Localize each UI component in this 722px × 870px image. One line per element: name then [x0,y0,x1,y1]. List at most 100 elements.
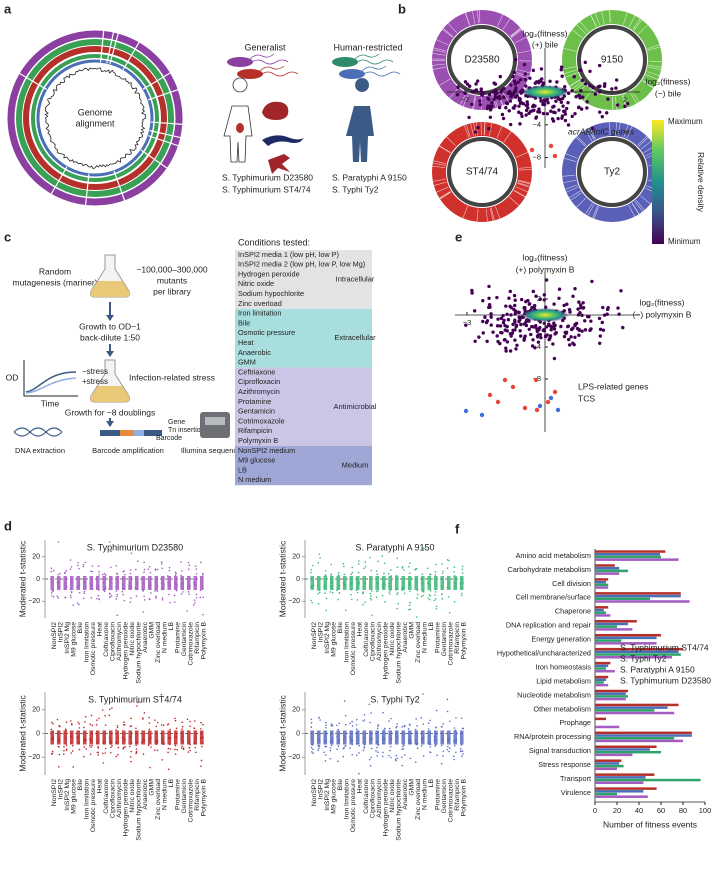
strip-dot [403,569,405,571]
ring-stripe [518,166,532,169]
strip-dot [330,581,333,583]
x-tick-label: Ceftriaxone [103,622,110,657]
density-point [626,101,630,106]
density-point [554,99,558,103]
ring-stripe [566,186,579,193]
strip-dot [461,594,463,597]
y-label: Moderated t-statistic [17,694,27,771]
strip-dot [446,698,449,701]
bar [595,706,668,709]
strip-dot [396,566,399,568]
strip-dot [407,728,410,730]
strip-dot [434,726,437,729]
strip-core [186,576,191,590]
density-point [508,99,512,103]
strip-dot [91,584,93,587]
density-point [513,82,518,86]
strip-dot [111,707,113,709]
strip-dot [202,572,204,575]
strip-dot [83,737,85,740]
bar [595,678,606,681]
strip-dot [324,574,327,576]
x-tick-label: Bile [337,779,344,791]
density-point [487,97,491,101]
strip-dot [356,743,358,745]
bar [595,564,615,567]
bar [595,550,666,553]
strip-dot [149,766,151,769]
strip-dot [181,721,183,724]
density-point [566,123,571,127]
density-point [573,286,577,291]
condition: InSPI2 media 1 (low pH, low P) [238,250,339,259]
density-point [563,330,567,335]
strip-dot [115,565,118,567]
strip-dot [103,590,106,593]
strip-dot [141,582,144,585]
strip-dot [330,724,333,727]
x-tick-label: 2 [623,95,627,104]
strip-dot [330,585,333,588]
y-tick-label: −20 [288,754,300,761]
strip-dot [323,751,325,754]
label: log₂(fitness) [640,297,685,307]
mouse [254,101,289,120]
plot-title: S. Typhimurium D23580 [87,542,183,552]
strip-dot [375,581,378,584]
strip-dot [115,755,118,758]
x-tick-label: InSPI2 [58,622,65,643]
density-point [513,90,517,94]
strip-dot [64,582,67,585]
strip-dot [50,581,52,584]
panel-label: a [4,1,12,16]
strip-core [427,730,432,745]
density-point [509,92,513,96]
strip-dot [129,601,132,603]
category-label: Iron homeostasis [535,662,591,671]
x-tick-label: 80 [679,806,687,815]
strip-dot [416,588,419,590]
strip-dot [459,747,462,750]
density-point [598,334,602,338]
strip-dot [121,736,124,739]
y-tick-label: 20 [292,554,300,561]
x-tick-label: Azithromycin [116,622,123,661]
strip-dot [421,589,423,591]
strip-dot [167,584,169,587]
strip-dot [317,583,319,585]
density-point [601,305,605,310]
density-point [504,106,508,110]
x-tick-label: GMM [149,622,156,639]
strip-dot [362,591,364,594]
strip-dot [174,748,176,751]
strip-dot [150,746,152,748]
strip-dot [350,573,352,576]
density-point [552,302,556,306]
strip-dot [104,752,106,754]
strip-dot [433,599,436,602]
strip-dot [188,742,191,744]
x-tick-label: Cotrimoxazole [188,779,195,823]
density-point [470,90,475,94]
strip-core [154,576,159,590]
density-point [502,318,506,322]
condition: Ceftriaxone [238,367,275,376]
ring-stripe [587,204,595,216]
density-point [544,278,549,282]
strip-dot [154,569,157,571]
density-point [555,80,559,84]
density-point [566,100,570,105]
strip-dot [396,592,399,594]
strip-dot [390,756,392,759]
x-tick-label: Sodium hypochlorite [396,622,403,684]
strip-dot [136,740,138,743]
density-point [532,108,536,112]
density-point [535,329,539,334]
density-point [474,89,479,93]
strip-dot [167,582,170,585]
strip-dot [448,559,450,562]
x-tick-label: Heat [357,622,364,636]
density-point [522,338,526,342]
strip-dot [202,596,204,598]
strip-dot [90,714,93,717]
